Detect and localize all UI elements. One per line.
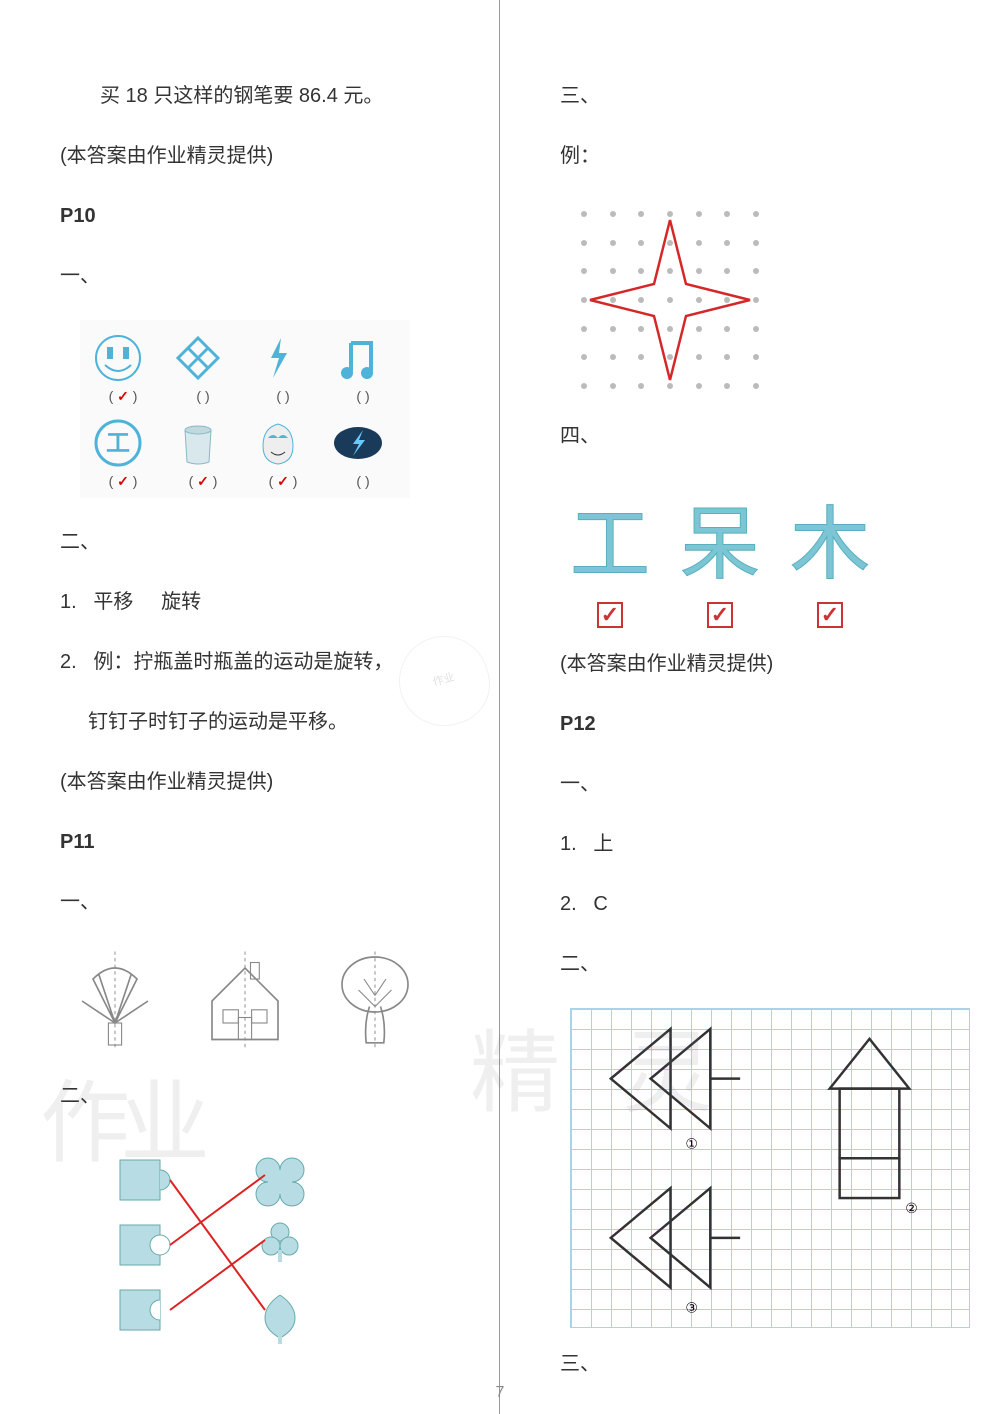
svg-text:工: 工 [106,430,130,457]
house-figure [190,946,300,1056]
icon-cell: ( ) [328,413,398,490]
paren-mark: ( ✓ ) [88,473,158,490]
star-figure [570,200,770,400]
answer-text: 钉钉子时钉子的运动是平移。 [60,706,469,738]
right-column: 三、 例： 四、 工 ✓ 呆 ✓ [500,0,1000,1414]
icon-cell: ( ✓ ) [168,413,238,490]
p11-section-2-label: 二、 [60,1080,469,1112]
bank-icon: 工 [88,413,148,473]
knot-icon [168,328,228,388]
checkbox: ✓ [817,602,843,628]
bolt-icon [248,328,308,388]
shape-label-1: ① [685,1135,697,1151]
paren-mark: ( ✓ ) [168,473,238,490]
grid-drawing: ① ② ③ [570,1008,970,1328]
answer-text: 买 18 只这样的钢笔要 86.4 元。 [60,80,469,112]
icon-cell: ( ) [248,328,318,405]
char-glyph: 木 [790,480,870,596]
checkbox: ✓ [597,602,623,628]
item-number: 1. [60,591,77,613]
answer-value: 旋转 [161,591,201,613]
p12-section-2-label: 二、 [560,948,970,980]
mask-icon [248,413,308,473]
icon-cell: ( ) [328,328,398,405]
example-label: 例： [560,140,970,172]
page-ref-p12: P12 [560,708,970,740]
paren-mark: ( ) [328,473,398,489]
credit-line: (本答案由作业精灵提供) [60,766,469,798]
cup-icon [168,413,228,473]
left-column: 买 18 只这样的钢笔要 86.4 元。 (本答案由作业精灵提供) P10 一、… [0,0,500,1414]
list-item: 2. C [560,888,970,920]
grid-shapes-svg: ① ② ③ [571,1009,969,1327]
section-2-label: 二、 [60,526,469,558]
char-glyph: 工 [570,480,650,596]
character-row: 工 ✓ 呆 ✓ 木 ✓ [570,480,970,628]
credit-line: (本答案由作业精灵提供) [560,648,970,680]
answer-text: 例：拧瓶盖时瓶盖的运动是旋转， [93,651,393,673]
symmetry-row [60,946,469,1056]
fan-figure [60,946,170,1056]
icon-cell: 工 ( ✓ ) [88,413,158,490]
page-number: 7 [496,1384,505,1402]
char-glyph: 呆 [680,480,760,596]
page-ref-p10: P10 [60,200,469,232]
list-item: 1. 平移 旋转 [60,586,469,618]
answer-value: 平移 [93,591,133,613]
storm-icon [328,413,388,473]
icon-cell: ( ✓ ) [88,328,158,405]
list-item: 1. 上 [560,828,970,860]
char-item: 木 ✓ [790,480,870,628]
answer-value: C [593,893,607,915]
section-4-label: 四、 [560,420,970,452]
list-item: 2. 例：拧瓶盖时瓶盖的运动是旋转， 作业 [60,646,469,678]
char-item: 呆 ✓ [680,480,760,628]
item-number: 2. [60,651,77,673]
section-1-label: 一、 [60,260,469,292]
icon-cell: ( ✓ ) [248,413,318,490]
section-3-label: 三、 [560,80,970,112]
smile-icon [88,328,148,388]
paren-mark: ( ) [328,388,398,404]
page-ref-p11: P11 [60,826,469,858]
tree-figure [320,946,430,1056]
paren-mark: ( ✓ ) [248,473,318,490]
credit-line: (本答案由作业精灵提供) [60,140,469,172]
p12-section-1-label: 一、 [560,768,970,800]
star-svg [570,200,770,400]
paren-mark: ( ) [248,388,318,404]
shape-label-3: ③ [685,1299,697,1315]
paren-mark: ( ) [168,388,238,404]
item-number: 2. [560,893,577,915]
p11-section-1-label: 一、 [60,886,469,918]
matching-figure [100,1140,360,1360]
icon-grid: ( ✓ ) ( ) ( ) ( ) [80,320,410,498]
checkbox: ✓ [707,602,733,628]
paren-mark: ( ✓ ) [88,388,158,405]
shape-label-2: ② [905,1200,917,1216]
item-number: 1. [560,833,577,855]
music-icon [328,328,388,388]
answer-value: 上 [593,833,613,855]
p12-section-3-label: 三、 [560,1348,970,1380]
icon-cell: ( ) [168,328,238,405]
char-item: 工 ✓ [570,480,650,628]
